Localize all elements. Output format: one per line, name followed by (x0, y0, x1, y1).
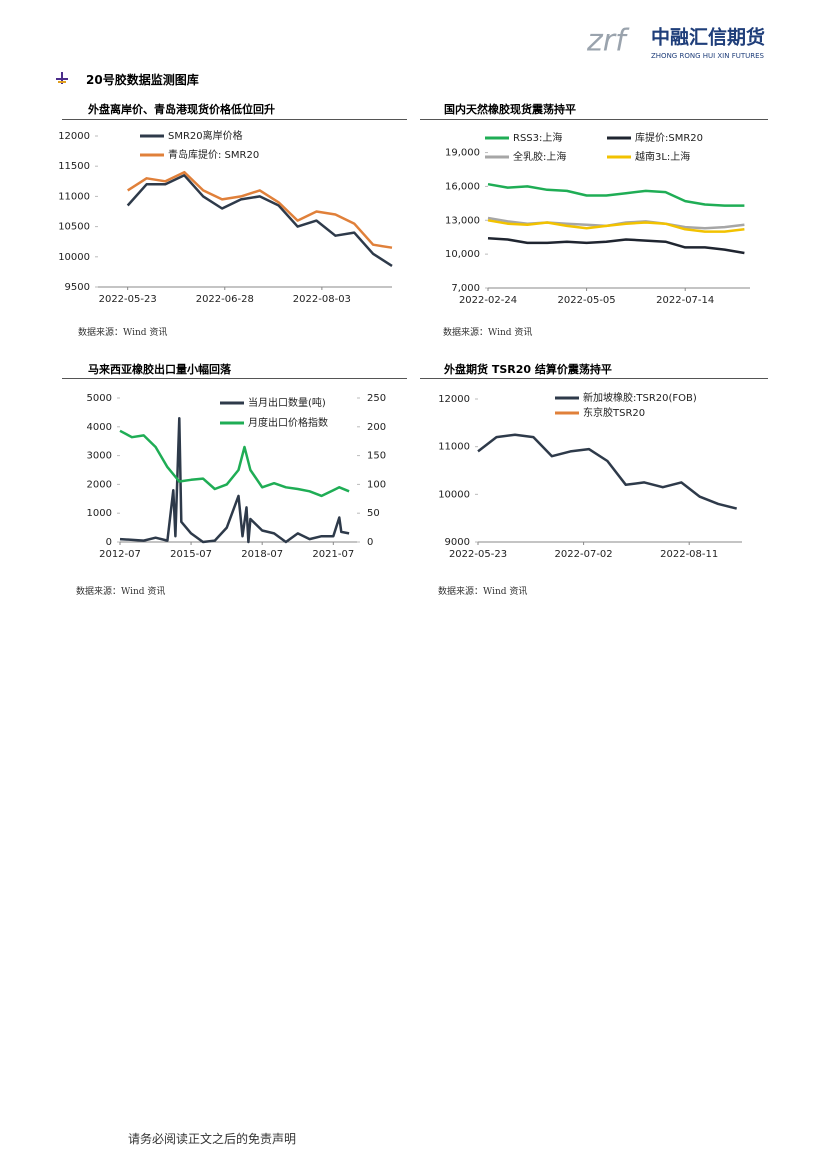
y-tick-label: 10500 (58, 222, 90, 233)
y2-tick-label: 150 (367, 451, 386, 462)
source-note: 数据来源：Wind 资讯 (78, 328, 168, 338)
legend-label: SMR20离岸价格 (168, 129, 243, 142)
y-tick-label: 9500 (65, 282, 90, 293)
y2-tick-label: 200 (367, 422, 386, 433)
y2-tick-label: 250 (367, 393, 386, 404)
series-line (119, 416, 350, 544)
series-line (126, 174, 393, 267)
series-line (487, 182, 745, 207)
rule (62, 378, 407, 379)
x-tick-label: 2022-02-24 (459, 295, 517, 306)
legend-label: 新加坡橡胶:TSR20(FOB) (583, 391, 697, 404)
x-tick-label: 2022-08-11 (660, 549, 718, 560)
series-line (487, 219, 745, 233)
section-title: 20号胶数据监测图库 (86, 73, 199, 87)
legend-label: 青岛库提价: SMR20 (168, 148, 259, 161)
y-tick-label: 10000 (438, 489, 470, 500)
legend-label: 月度出口价格指数 (248, 416, 328, 429)
y-tick-label: 7,000 (451, 283, 480, 294)
x-tick-label: 2021-07 (312, 549, 354, 560)
source-note: 数据来源：Wind 资讯 (438, 587, 528, 597)
rule (62, 119, 407, 120)
y-tick-label: 10,000 (445, 249, 480, 260)
y-tick-label: 9000 (445, 537, 470, 548)
footer: 请务必阅读正文之后的免责声明 (128, 1132, 297, 1146)
panel-title: 马来西亚橡胶出口量小幅回落 (88, 363, 231, 376)
section-icon (56, 72, 68, 84)
x-tick-label: 2015-07 (170, 549, 212, 560)
y-tick-label: 4000 (87, 422, 112, 433)
x-tick-label: 2022-05-05 (558, 295, 616, 306)
legend-label: 全乳胶:上海 (513, 150, 566, 163)
series-line (487, 216, 745, 230)
x-tick-label: 2022-07-02 (555, 549, 613, 560)
x-tick-label: 2018-07 (241, 549, 283, 560)
x-tick-label: 2022-07-14 (656, 295, 714, 306)
legend-label: 库提价:SMR20 (635, 131, 703, 144)
y2-tick-label: 100 (367, 479, 386, 490)
y-tick-label: 1000 (87, 508, 112, 519)
panel-title: 外盘离岸价、青岛港现货价格低位回升 (88, 103, 275, 116)
y-tick-label: 2000 (87, 479, 112, 490)
y2-tick-label: 50 (367, 508, 380, 519)
y-tick-label: 16,000 (445, 181, 480, 192)
y-tick-label: 10000 (58, 252, 90, 263)
y-tick-label: 11500 (58, 161, 90, 172)
y-tick-label: 11000 (438, 442, 470, 453)
y-tick-label: 5000 (87, 393, 112, 404)
y-tick-label: 3000 (87, 451, 112, 462)
series-line (487, 237, 745, 255)
series-line (119, 429, 350, 498)
y-tick-label: 12000 (438, 394, 470, 405)
y-tick-label: 11000 (58, 191, 90, 202)
y2-tick-label: 0 (367, 537, 373, 548)
x-tick-label: 2022-05-23 (99, 294, 157, 305)
logo-mark: zrf (586, 24, 630, 59)
logo: zrf 中融汇信期货 ZHONG RONG HUI XIN FUTURES (586, 24, 765, 61)
x-tick-label: 2022-06-28 (196, 294, 254, 305)
panel-title: 国内天然橡胶现货震荡持平 (444, 103, 576, 116)
series-line (127, 170, 393, 249)
legend-label: 越南3L:上海 (635, 150, 690, 163)
series-line (477, 433, 738, 510)
company-name: 中融汇信期货 (651, 26, 765, 49)
legend-label: 当月出口数量(吨) (248, 396, 326, 409)
y-tick-label: 12000 (58, 131, 90, 142)
source-note: 数据来源：Wind 资讯 (443, 328, 533, 338)
x-tick-label: 2022-05-23 (449, 549, 507, 560)
x-tick-label: 2022-08-03 (293, 294, 351, 305)
legend-label: 东京胶TSR20 (583, 406, 645, 419)
legend-label: RSS3:上海 (513, 131, 562, 144)
rule (420, 378, 768, 379)
y-tick-label: 13,000 (445, 215, 480, 226)
x-tick-label: 2012-07 (99, 549, 141, 560)
company-name-en: ZHONG RONG HUI XIN FUTURES (651, 52, 765, 60)
rule (420, 119, 768, 120)
y-tick-label: 19,000 (445, 148, 480, 159)
y-tick-label: 0 (106, 537, 112, 548)
source-note: 数据来源：Wind 资讯 (76, 587, 166, 597)
panel-title: 外盘期货 TSR20 结算价震荡持平 (444, 363, 612, 376)
